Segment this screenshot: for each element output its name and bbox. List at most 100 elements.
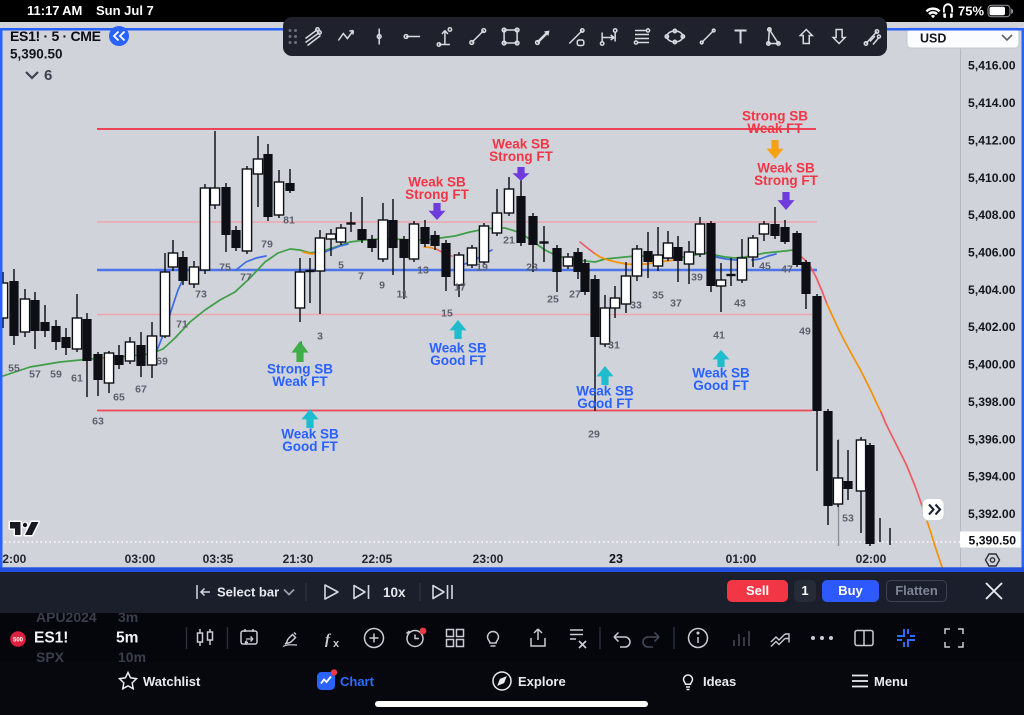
- svg-text:02:00: 02:00: [856, 552, 887, 566]
- svg-text:59: 59: [50, 369, 62, 381]
- svg-text:15: 15: [441, 308, 453, 320]
- svg-text:5,416.00: 5,416.00: [968, 59, 1016, 73]
- svg-text:ES1! · 5 · CME: ES1! · 5 · CME: [10, 28, 101, 44]
- svg-text:69: 69: [156, 356, 168, 368]
- svg-text:47: 47: [781, 264, 793, 276]
- svg-text:63: 63: [92, 416, 104, 428]
- svg-text:23: 23: [526, 262, 538, 274]
- svg-text:Strong SB: Strong SB: [742, 109, 808, 124]
- svg-text:79: 79: [261, 239, 273, 251]
- svg-text:Weak FT: Weak FT: [272, 374, 328, 389]
- svg-text:3: 3: [317, 331, 323, 343]
- svg-text:Select bar: Select bar: [217, 585, 279, 600]
- svg-text:Strong SB: Strong SB: [267, 362, 333, 377]
- svg-text:23: 23: [609, 552, 623, 566]
- svg-text:43: 43: [734, 298, 746, 310]
- svg-text:7: 7: [358, 271, 364, 283]
- svg-text:03:35: 03:35: [203, 552, 234, 566]
- svg-text:5,412.00: 5,412.00: [968, 133, 1016, 147]
- svg-text:39: 39: [691, 272, 703, 284]
- svg-text:37: 37: [670, 298, 682, 310]
- svg-text:500: 500: [13, 637, 24, 643]
- svg-text:Strong FT: Strong FT: [489, 149, 553, 164]
- svg-text:10x: 10x: [383, 585, 406, 600]
- svg-text:5,410.00: 5,410.00: [968, 171, 1016, 185]
- svg-text:57: 57: [29, 369, 41, 381]
- svg-text:Weak SB: Weak SB: [429, 341, 487, 356]
- svg-text:5,394.00: 5,394.00: [968, 470, 1016, 484]
- svg-text:5,402.00: 5,402.00: [968, 320, 1016, 334]
- svg-text:75%: 75%: [958, 4, 984, 19]
- svg-text:Weak SB: Weak SB: [757, 161, 815, 176]
- svg-text:Strong FT: Strong FT: [405, 187, 469, 202]
- svg-text:13: 13: [417, 265, 429, 277]
- svg-text:Weak SB: Weak SB: [692, 366, 750, 381]
- svg-text:45: 45: [759, 261, 771, 273]
- svg-text:Chart: Chart: [340, 674, 375, 689]
- svg-text:35: 35: [652, 290, 664, 302]
- svg-text:SPX: SPX: [36, 649, 65, 663]
- svg-text:25: 25: [547, 294, 559, 306]
- svg-text:77: 77: [240, 272, 252, 284]
- svg-text:5,398.00: 5,398.00: [968, 395, 1016, 409]
- svg-text:Strong FT: Strong FT: [754, 173, 818, 188]
- svg-text:01:00: 01:00: [726, 552, 757, 566]
- svg-text:71: 71: [176, 319, 188, 331]
- svg-text:f: f: [325, 632, 332, 648]
- svg-text:5,390.50: 5,390.50: [969, 534, 1017, 548]
- svg-text:9: 9: [379, 280, 385, 292]
- svg-text:5m: 5m: [116, 630, 138, 647]
- svg-text:5,414.00: 5,414.00: [968, 96, 1016, 110]
- svg-text:Weak SB: Weak SB: [408, 175, 466, 190]
- svg-text:21: 21: [503, 235, 515, 247]
- svg-text:03:00: 03:00: [125, 552, 156, 566]
- svg-text:Good FT: Good FT: [430, 353, 486, 368]
- svg-text:5,390.50: 5,390.50: [10, 47, 63, 62]
- svg-text:5,408.00: 5,408.00: [968, 208, 1016, 222]
- svg-text:55: 55: [8, 363, 20, 375]
- svg-text:33: 33: [630, 300, 642, 312]
- svg-text:49: 49: [799, 326, 811, 338]
- svg-text:41: 41: [713, 330, 725, 342]
- svg-text:Weak SB: Weak SB: [281, 427, 339, 442]
- svg-text:Good FT: Good FT: [282, 439, 338, 454]
- svg-text:6: 6: [44, 67, 52, 84]
- svg-text:Weak SB: Weak SB: [576, 384, 634, 399]
- svg-text:27: 27: [569, 289, 581, 301]
- svg-text:Good FT: Good FT: [693, 378, 749, 393]
- svg-text:65: 65: [113, 392, 125, 404]
- svg-text:5,396.00: 5,396.00: [968, 432, 1016, 446]
- svg-text:x: x: [333, 638, 340, 650]
- svg-text:ES1!: ES1!: [34, 630, 68, 647]
- svg-text:81: 81: [283, 215, 295, 227]
- svg-text:Ideas: Ideas: [703, 674, 736, 689]
- svg-text:3m: 3m: [118, 613, 138, 625]
- svg-text:Weak FT: Weak FT: [747, 121, 803, 136]
- svg-text:Menu: Menu: [874, 674, 908, 689]
- svg-text:61: 61: [71, 373, 83, 385]
- svg-text:75: 75: [219, 262, 231, 274]
- svg-text:5,406.00: 5,406.00: [968, 246, 1016, 260]
- svg-text:31: 31: [608, 340, 620, 352]
- svg-text:Good FT: Good FT: [577, 396, 633, 411]
- svg-text:02:00: 02:00: [0, 552, 27, 566]
- svg-text:22:05: 22:05: [362, 552, 393, 566]
- svg-text:67: 67: [135, 384, 147, 396]
- svg-text:73: 73: [195, 289, 207, 301]
- svg-text:APU2024: APU2024: [36, 613, 97, 625]
- svg-text:17: 17: [454, 282, 466, 294]
- svg-text:29: 29: [588, 429, 600, 441]
- svg-text:53: 53: [842, 513, 854, 525]
- svg-text:Watchlist: Watchlist: [143, 674, 201, 689]
- svg-text:21:30: 21:30: [283, 552, 314, 566]
- svg-text:USD: USD: [920, 32, 946, 46]
- svg-text:Explore: Explore: [518, 674, 566, 689]
- svg-text:5,400.00: 5,400.00: [968, 358, 1016, 372]
- svg-text:5,404.00: 5,404.00: [968, 283, 1016, 297]
- svg-text:11: 11: [396, 289, 407, 301]
- svg-text:10m: 10m: [118, 649, 146, 663]
- svg-text:19: 19: [476, 262, 488, 274]
- svg-text:23:00: 23:00: [473, 552, 504, 566]
- svg-text:5: 5: [338, 260, 344, 272]
- svg-text:5,392.00: 5,392.00: [968, 507, 1016, 521]
